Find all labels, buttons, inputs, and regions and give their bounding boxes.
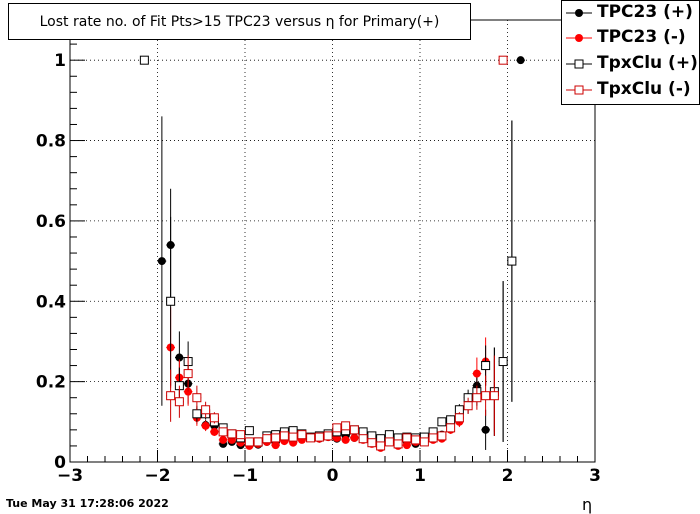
- y-tick-label: 0: [54, 453, 66, 473]
- data-point: [271, 441, 280, 450]
- data-point: [271, 433, 281, 443]
- data-point: [393, 439, 403, 449]
- data-point: [210, 427, 219, 436]
- data-point: [367, 438, 377, 448]
- data-point: [472, 369, 481, 378]
- data-marks: [139, 55, 525, 452]
- legend: TPC23 (+) TPC23 (-) TpxClu (+) TpxClu (-…: [561, 0, 700, 105]
- data-point: [498, 357, 508, 367]
- data-point: [166, 391, 176, 401]
- data-point: [219, 435, 228, 444]
- data-point: [498, 55, 508, 65]
- x-tick-label: 2: [502, 466, 514, 486]
- data-point: [516, 56, 525, 65]
- data-point: [402, 433, 412, 443]
- data-point: [262, 434, 272, 444]
- legend-label: TpxClu (-): [597, 79, 691, 99]
- y-tick-label: 0.2: [36, 373, 66, 393]
- legend-marker-open-red-square-icon: [566, 85, 592, 95]
- data-point: [507, 256, 517, 266]
- data-point: [341, 421, 351, 431]
- data-point: [166, 296, 176, 306]
- data-point: [481, 391, 491, 401]
- x-tick-label: −2: [144, 466, 170, 486]
- legend-label: TPC23 (+): [597, 2, 693, 22]
- timestamp: Tue May 31 17:28:06 2022: [6, 497, 169, 510]
- data-point: [218, 427, 228, 437]
- data-point: [323, 431, 333, 441]
- data-point: [349, 425, 359, 435]
- legend-label: TPC23 (-): [597, 27, 686, 47]
- x-tick-label: −1: [232, 466, 258, 486]
- data-point: [489, 391, 499, 401]
- data-point: [139, 55, 149, 65]
- data-point: [288, 432, 298, 442]
- data-point: [463, 401, 473, 411]
- data-point: [446, 415, 456, 425]
- y-tick-label: 0.8: [36, 132, 66, 152]
- x-tick-label: 3: [589, 466, 601, 486]
- data-point: [201, 421, 210, 430]
- data-point: [236, 430, 246, 440]
- axis-tick-labels: −3 −2 −1 0 1 2 3 0 0.2 0.4 0.6 0.8 1: [36, 51, 601, 486]
- chart-title-text: Lost rate no. of Fit Pts>15 TPC23 versus…: [39, 13, 440, 30]
- data-point: [358, 434, 368, 444]
- series-0: [157, 56, 525, 450]
- data-point: [192, 393, 202, 403]
- data-point: [437, 417, 447, 427]
- data-point: [428, 433, 438, 443]
- data-point: [481, 425, 490, 434]
- legend-entry-tpxclu-pos: TpxClu (+): [562, 52, 699, 76]
- data-point: [157, 257, 166, 266]
- data-point: [332, 423, 342, 433]
- data-point: [209, 413, 219, 423]
- data-point: [341, 435, 350, 444]
- data-point: [306, 433, 316, 443]
- data-point: [297, 430, 307, 440]
- x-tick-label: −3: [57, 466, 83, 486]
- legend-marker-filled-red-circle-icon: [566, 34, 592, 42]
- data-point: [350, 433, 359, 442]
- data-point: [481, 361, 491, 371]
- legend-entry-tpxclu-neg: TpxClu (-): [562, 78, 699, 102]
- x-axis-title: η: [582, 495, 593, 514]
- chart-title: Lost rate no. of Fit Pts>15 TPC23 versus…: [8, 3, 471, 40]
- legend-entry-tpc23-neg: TPC23 (-): [562, 26, 699, 50]
- data-point: [402, 441, 411, 450]
- data-point: [419, 437, 429, 447]
- data-point: [192, 409, 202, 419]
- data-point: [279, 431, 289, 441]
- y-tick-label: 1: [54, 51, 66, 71]
- data-point: [384, 437, 394, 447]
- y-tick-label: 0.6: [36, 212, 66, 232]
- data-point: [314, 432, 324, 442]
- x-tick-label: 1: [414, 466, 426, 486]
- data-point: [454, 413, 464, 423]
- data-point: [174, 397, 184, 407]
- data-point: [201, 405, 211, 415]
- data-point: [227, 429, 237, 439]
- axis-ticks: [69, 27, 596, 463]
- data-point: [175, 353, 184, 362]
- legend-marker-open-black-square-icon: [566, 59, 592, 69]
- data-point: [244, 437, 254, 447]
- legend-label: TpxClu (+): [597, 53, 698, 73]
- grid-lines: [69, 20, 596, 463]
- data-point: [411, 435, 421, 445]
- legend-entry-tpc23-pos: TPC23 (+): [562, 1, 699, 25]
- data-point: [437, 431, 447, 441]
- data-point: [472, 393, 482, 403]
- data-point: [183, 369, 193, 379]
- data-point: [244, 426, 254, 436]
- data-point: [253, 437, 263, 447]
- x-tick-label: 0: [327, 466, 339, 486]
- y-tick-label: 0.4: [36, 292, 66, 312]
- data-point: [446, 423, 456, 433]
- series-3: [166, 55, 508, 451]
- legend-marker-filled-black-circle-icon: [566, 9, 592, 17]
- data-point: [376, 441, 386, 451]
